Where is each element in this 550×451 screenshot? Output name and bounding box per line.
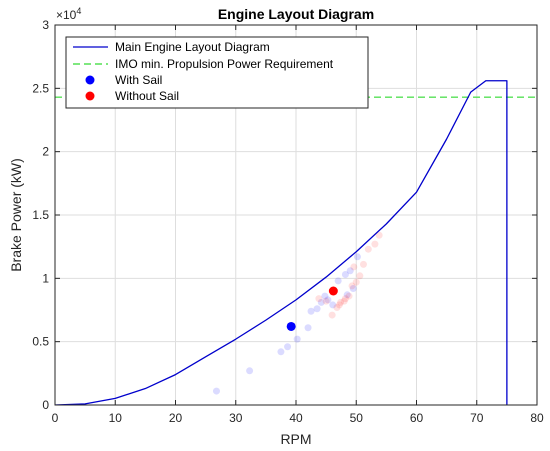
x-axis-label: RPM: [280, 431, 311, 447]
x-axis-ticks: 0 10 20 30 40 50 60 70 80: [52, 25, 544, 425]
faded-point-with-sail: [212, 387, 220, 395]
faded-point-without-sail: [335, 301, 343, 309]
faded-point-without-sail: [322, 297, 330, 305]
faded-point-with-sail: [313, 305, 321, 313]
faded-point-without-sail: [337, 298, 345, 306]
x-tick-label: 20: [169, 411, 183, 425]
faded-point-with-sail: [307, 307, 315, 315]
faded-point-with-sail: [284, 343, 292, 351]
faded-point-without-sail: [352, 278, 360, 286]
faded-point-with-sail: [329, 301, 337, 309]
faded-point-with-sail: [293, 335, 301, 343]
legend-marker-with-sail: [85, 75, 95, 85]
faded-point-without-sail: [348, 282, 356, 290]
faded-point-with-sail: [343, 291, 351, 299]
x-tick-label: 40: [289, 411, 303, 425]
chart-title: Engine Layout Diagram: [218, 6, 374, 22]
x-tick-label: 50: [350, 411, 364, 425]
legend-marker-without-sail: [85, 91, 95, 101]
y-tick-label: 3: [42, 18, 49, 32]
y-exponent-label: ×104: [56, 6, 81, 22]
faded-points: [212, 231, 383, 395]
y-axis-label: Brake Power (kW): [8, 158, 24, 272]
scatter-points: [286, 286, 338, 331]
legend: Main Engine Layout Diagram IMO min. Prop…: [65, 36, 369, 109]
faded-point-with-sail: [349, 284, 357, 292]
faded-point-without-sail: [328, 311, 336, 319]
with-sail-point: [286, 321, 296, 331]
faded-point-without-sail: [375, 231, 383, 239]
faded-point-without-sail: [359, 260, 367, 268]
legend-label-imo: IMO min. Propulsion Power Requirement: [115, 57, 334, 71]
faded-point-without-sail: [364, 245, 372, 253]
faded-point-with-sail: [304, 324, 312, 332]
y-tick-label: 0.5: [32, 335, 49, 349]
legend-box: [65, 36, 369, 109]
without-sail-point: [328, 286, 338, 296]
legend-label-main: Main Engine Layout Diagram: [115, 40, 270, 54]
faded-point-with-sail: [324, 296, 332, 304]
faded-point-without-sail: [341, 295, 349, 303]
y-axis-ticks: 0 0.5 1 1.5 2 2.5 3: [32, 18, 537, 412]
faded-point-with-sail: [317, 298, 325, 306]
x-tick-label: 0: [52, 411, 59, 425]
faded-point-with-sail: [277, 348, 285, 356]
y-tick-label: 2.5: [32, 81, 49, 95]
y-tick-label: 0: [42, 398, 49, 412]
faded-point-without-sail: [340, 297, 348, 305]
faded-point-with-sail: [353, 253, 361, 261]
main-engine-layout-line: [55, 80, 508, 405]
x-tick-label: 30: [229, 411, 243, 425]
faded-point-with-sail: [341, 271, 349, 279]
legend-label-with-sail: With Sail: [115, 73, 162, 87]
y-tick-label: 2: [42, 145, 49, 159]
faded-point-without-sail: [333, 303, 341, 311]
faded-point-without-sail: [350, 263, 358, 271]
x-tick-label: 10: [109, 411, 123, 425]
x-tick-label: 70: [470, 411, 484, 425]
faded-point-with-sail: [334, 277, 342, 285]
x-tick-label: 80: [530, 411, 544, 425]
faded-point-with-sail: [246, 367, 254, 375]
faded-point-with-sail: [321, 292, 329, 300]
y-tick-label: 1: [42, 271, 49, 285]
faded-point-without-sail: [345, 292, 353, 300]
faded-point-without-sail: [315, 295, 323, 303]
faded-point-without-sail: [371, 240, 379, 248]
y-tick-label: 1.5: [32, 208, 49, 222]
faded-point-with-sail: [346, 267, 354, 275]
legend-label-without-sail: Without Sail: [115, 89, 179, 103]
faded-point-without-sail: [356, 272, 364, 280]
x-tick-label: 60: [410, 411, 424, 425]
